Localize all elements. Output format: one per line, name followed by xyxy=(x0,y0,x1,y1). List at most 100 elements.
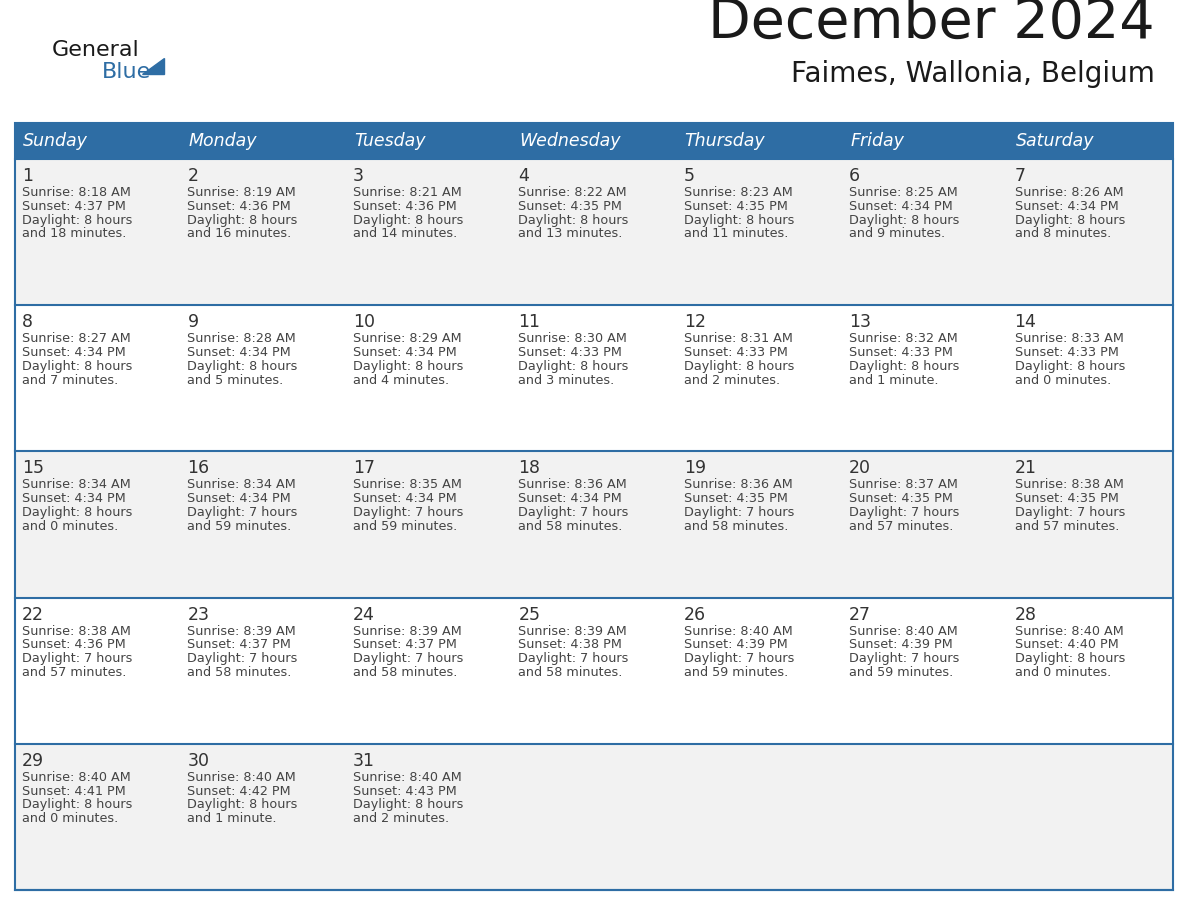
Bar xyxy=(511,123,677,159)
Bar xyxy=(677,159,842,305)
Text: Daylight: 8 hours: Daylight: 8 hours xyxy=(353,214,463,227)
Bar xyxy=(677,598,842,744)
Text: Sunset: 4:41 PM: Sunset: 4:41 PM xyxy=(23,785,126,798)
Text: Sunrise: 8:40 AM: Sunrise: 8:40 AM xyxy=(849,624,958,638)
Bar xyxy=(346,305,511,452)
Text: 17: 17 xyxy=(353,459,375,477)
Bar xyxy=(15,744,181,890)
Text: Daylight: 8 hours: Daylight: 8 hours xyxy=(518,214,628,227)
Bar xyxy=(842,123,1007,159)
Text: Sunset: 4:33 PM: Sunset: 4:33 PM xyxy=(684,346,788,359)
Text: 22: 22 xyxy=(23,606,44,623)
Text: Daylight: 8 hours: Daylight: 8 hours xyxy=(1015,652,1125,666)
Text: and 57 minutes.: and 57 minutes. xyxy=(1015,520,1119,532)
Text: and 57 minutes.: and 57 minutes. xyxy=(849,520,954,532)
Text: Daylight: 7 hours: Daylight: 7 hours xyxy=(188,652,298,666)
Polygon shape xyxy=(143,58,164,74)
Text: Tuesday: Tuesday xyxy=(354,132,425,150)
Bar xyxy=(15,159,181,305)
Text: Sunrise: 8:38 AM: Sunrise: 8:38 AM xyxy=(23,624,131,638)
Text: and 9 minutes.: and 9 minutes. xyxy=(849,228,946,241)
Text: Sunrise: 8:40 AM: Sunrise: 8:40 AM xyxy=(188,771,296,784)
Text: and 4 minutes.: and 4 minutes. xyxy=(353,374,449,386)
Text: Sunrise: 8:28 AM: Sunrise: 8:28 AM xyxy=(188,332,296,345)
Text: Sunrise: 8:26 AM: Sunrise: 8:26 AM xyxy=(1015,186,1123,199)
Text: Sunset: 4:39 PM: Sunset: 4:39 PM xyxy=(684,638,788,652)
Text: Sunrise: 8:29 AM: Sunrise: 8:29 AM xyxy=(353,332,461,345)
Bar xyxy=(842,305,1007,452)
Text: 2: 2 xyxy=(188,167,198,185)
Text: Sunrise: 8:18 AM: Sunrise: 8:18 AM xyxy=(23,186,131,199)
Text: Daylight: 8 hours: Daylight: 8 hours xyxy=(353,799,463,812)
Text: Sunset: 4:34 PM: Sunset: 4:34 PM xyxy=(849,200,953,213)
Text: 8: 8 xyxy=(23,313,33,331)
Text: 13: 13 xyxy=(849,313,871,331)
Text: Thursday: Thursday xyxy=(684,132,765,150)
Text: Sunset: 4:34 PM: Sunset: 4:34 PM xyxy=(23,346,126,359)
Bar xyxy=(181,452,346,598)
Text: 16: 16 xyxy=(188,459,209,477)
Bar xyxy=(346,598,511,744)
Text: Sunrise: 8:40 AM: Sunrise: 8:40 AM xyxy=(1015,624,1124,638)
Text: Sunset: 4:34 PM: Sunset: 4:34 PM xyxy=(518,492,623,505)
Text: Daylight: 8 hours: Daylight: 8 hours xyxy=(188,214,298,227)
Text: Daylight: 8 hours: Daylight: 8 hours xyxy=(188,360,298,373)
Text: and 58 minutes.: and 58 minutes. xyxy=(518,666,623,679)
Text: Daylight: 7 hours: Daylight: 7 hours xyxy=(353,652,463,666)
Text: and 0 minutes.: and 0 minutes. xyxy=(23,812,119,825)
Text: Daylight: 8 hours: Daylight: 8 hours xyxy=(849,360,960,373)
Text: Wednesday: Wednesday xyxy=(519,132,621,150)
Text: 29: 29 xyxy=(23,752,44,770)
Text: Sunset: 4:34 PM: Sunset: 4:34 PM xyxy=(353,346,456,359)
Bar xyxy=(1007,744,1173,890)
Text: Daylight: 7 hours: Daylight: 7 hours xyxy=(518,652,628,666)
Bar xyxy=(346,452,511,598)
Bar xyxy=(511,744,677,890)
Text: Sunset: 4:43 PM: Sunset: 4:43 PM xyxy=(353,785,456,798)
Text: Daylight: 8 hours: Daylight: 8 hours xyxy=(1015,360,1125,373)
Text: Daylight: 7 hours: Daylight: 7 hours xyxy=(518,506,628,519)
Text: 23: 23 xyxy=(188,606,209,623)
Text: 19: 19 xyxy=(684,459,706,477)
Bar xyxy=(15,123,181,159)
Text: Sunrise: 8:36 AM: Sunrise: 8:36 AM xyxy=(684,478,792,491)
Text: Sunset: 4:42 PM: Sunset: 4:42 PM xyxy=(188,785,291,798)
Text: and 0 minutes.: and 0 minutes. xyxy=(1015,666,1111,679)
Text: 3: 3 xyxy=(353,167,364,185)
Text: 28: 28 xyxy=(1015,606,1037,623)
Text: 6: 6 xyxy=(849,167,860,185)
Text: Sunrise: 8:35 AM: Sunrise: 8:35 AM xyxy=(353,478,462,491)
Text: Daylight: 8 hours: Daylight: 8 hours xyxy=(23,360,132,373)
Text: Sunset: 4:34 PM: Sunset: 4:34 PM xyxy=(23,492,126,505)
Text: 12: 12 xyxy=(684,313,706,331)
Text: Sunrise: 8:40 AM: Sunrise: 8:40 AM xyxy=(353,771,462,784)
Text: and 58 minutes.: and 58 minutes. xyxy=(518,520,623,532)
Bar xyxy=(842,598,1007,744)
Bar xyxy=(1007,598,1173,744)
Text: Sunset: 4:35 PM: Sunset: 4:35 PM xyxy=(518,200,623,213)
Text: 9: 9 xyxy=(188,313,198,331)
Text: Sunset: 4:35 PM: Sunset: 4:35 PM xyxy=(684,200,788,213)
Bar xyxy=(181,123,346,159)
Text: and 5 minutes.: and 5 minutes. xyxy=(188,374,284,386)
Text: 24: 24 xyxy=(353,606,374,623)
Bar xyxy=(677,123,842,159)
Text: Sunrise: 8:27 AM: Sunrise: 8:27 AM xyxy=(23,332,131,345)
Text: Daylight: 8 hours: Daylight: 8 hours xyxy=(188,799,298,812)
Text: Daylight: 8 hours: Daylight: 8 hours xyxy=(23,799,132,812)
Text: Daylight: 7 hours: Daylight: 7 hours xyxy=(684,506,794,519)
Bar xyxy=(842,744,1007,890)
Text: and 59 minutes.: and 59 minutes. xyxy=(684,666,788,679)
Text: Sunset: 4:34 PM: Sunset: 4:34 PM xyxy=(188,492,291,505)
Text: Sunrise: 8:36 AM: Sunrise: 8:36 AM xyxy=(518,478,627,491)
Text: Sunrise: 8:39 AM: Sunrise: 8:39 AM xyxy=(518,624,627,638)
Text: 15: 15 xyxy=(23,459,44,477)
Text: and 7 minutes.: and 7 minutes. xyxy=(23,374,119,386)
Bar xyxy=(346,159,511,305)
Text: 30: 30 xyxy=(188,752,209,770)
Bar xyxy=(15,123,1173,890)
Text: Sunset: 4:35 PM: Sunset: 4:35 PM xyxy=(849,492,953,505)
Text: Sunrise: 8:39 AM: Sunrise: 8:39 AM xyxy=(188,624,296,638)
Bar xyxy=(346,123,511,159)
Bar xyxy=(842,452,1007,598)
